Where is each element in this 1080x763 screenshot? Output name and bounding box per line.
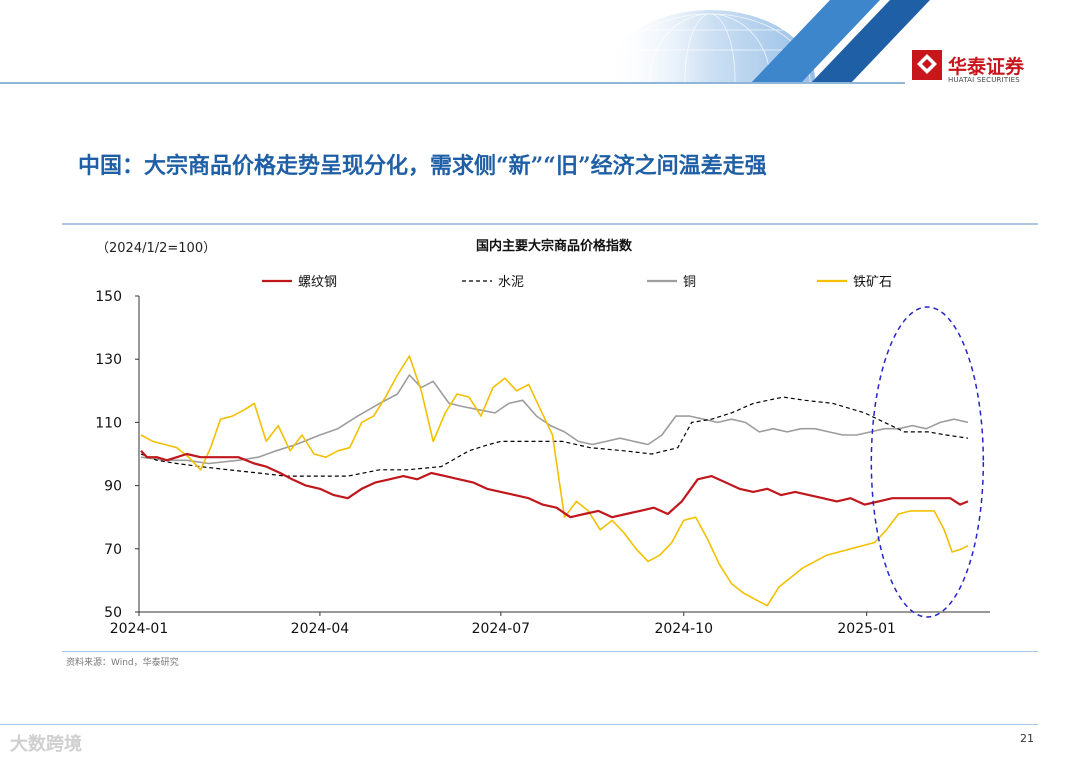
huatai-logo-icon (912, 50, 942, 80)
legend-label-4: 铁矿石 (853, 275, 892, 290)
y-tick-label: 150 (95, 289, 122, 305)
logo-chinese-name: 华泰证券 (948, 56, 1025, 78)
y-tick-label: 50 (104, 605, 122, 621)
series-line-3 (140, 374, 969, 465)
series-line-2 (140, 396, 969, 477)
chart-bottom-rule (62, 651, 1038, 652)
x-tick-label: 2024-01 (110, 621, 169, 637)
slide-title: 中国：大宗商品价格走势呈现分化，需求侧“新”“旧”经济之间温差走强 (78, 153, 767, 179)
x-tick-label: 2024-10 (654, 621, 713, 637)
legend-label-2: 水泥 (498, 275, 524, 290)
commodity-price-chart: 国内主要大宗商品价格指数 （2024/1/2=100） 50 70 90 110 130 15… (95, 238, 990, 637)
x-tick-label: 2025-01 (837, 621, 896, 637)
chart-title: 国内主要大宗商品价格指数 (476, 238, 633, 254)
y-tick-label: 110 (95, 415, 122, 431)
x-tick-label: 2024-04 (291, 621, 350, 637)
y-tick-label: 130 (95, 352, 122, 368)
highlight-ellipse (870, 306, 985, 618)
footer-rule (0, 724, 1038, 725)
y-tick-label: 70 (104, 542, 122, 558)
series-line-1 (140, 450, 969, 519)
header-rule (0, 82, 905, 84)
title-rule (62, 223, 1038, 225)
source-note: 资料来源：Wind，华泰研究 (66, 658, 179, 668)
page-number: 21 (1020, 732, 1034, 745)
x-tick-label: 2024-07 (472, 621, 531, 637)
y-axis-unit-label: （2024/1/2=100） (96, 241, 216, 256)
watermark-text: 大数跨境 (10, 734, 82, 755)
legend-label-1: 螺纹钢 (298, 275, 337, 290)
legend-label-3: 铜 (683, 275, 696, 290)
y-tick-label: 90 (104, 479, 122, 495)
logo-english-name: HUATAI SECURITIES (948, 76, 1020, 84)
series-line-4 (140, 355, 969, 607)
